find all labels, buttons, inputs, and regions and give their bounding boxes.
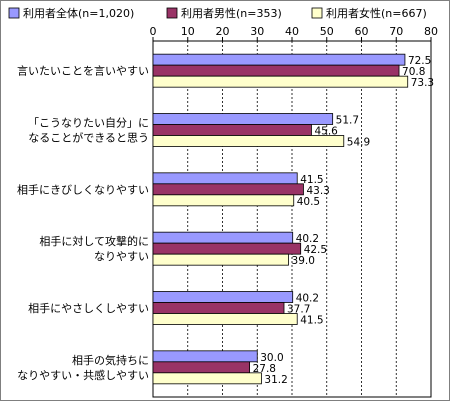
x-tick-label: 0: [150, 25, 157, 38]
legend-swatch-2: [311, 7, 323, 19]
data-label: 30.0: [260, 352, 283, 364]
data-label: 72.5: [408, 55, 431, 67]
legend-label-1: 利用者男性(n=353): [181, 6, 282, 20]
category-label: なりやすい: [94, 250, 149, 263]
data-label: 40.2: [296, 233, 319, 245]
bar-2-0: [152, 172, 298, 185]
category-label: 「こうなりたい自分」に: [28, 117, 149, 130]
x-tick-label: 10: [181, 25, 195, 38]
bar-2-2: [152, 194, 295, 207]
category-label: 相手にきびしくなりやすい: [17, 182, 149, 196]
category-label: なることができると思う: [28, 131, 149, 145]
x-tick-label: 70: [389, 25, 403, 38]
bar-4-0: [152, 291, 294, 303]
legend-label-0: 利用者全体(n=1,020): [23, 6, 134, 20]
data-label: 27.8: [253, 363, 276, 375]
bar-5-1: [152, 361, 251, 374]
bar-3-0: [152, 231, 294, 244]
data-label: 45.6: [314, 126, 338, 138]
bar-5-0: [152, 350, 258, 363]
category-label: なりやすい・共感しやすい: [17, 369, 149, 382]
bar-1-0: [152, 113, 334, 125]
bar-1-2: [152, 135, 345, 147]
data-label: 39.0: [292, 255, 315, 267]
legend-swatch-1: [166, 7, 178, 19]
bar-3-2: [152, 253, 289, 266]
bar-3-1: [152, 242, 302, 255]
data-label: 40.5: [297, 196, 320, 208]
legend-label-2: 利用者女性(n=667): [326, 6, 427, 20]
x-tick-label: 80: [424, 25, 438, 38]
data-label: 42.5: [304, 244, 327, 256]
x-tick-label: 30: [250, 25, 264, 38]
category-label: 相手の気持ちに: [72, 353, 149, 367]
x-tick-label: 20: [216, 25, 230, 38]
bar-0-2: [152, 75, 409, 88]
bar-1-1: [152, 124, 312, 136]
data-label: 51.7: [336, 115, 359, 127]
category-label: 相手に対して攻撃的に: [39, 234, 149, 248]
legend-swatch-0: [8, 7, 20, 19]
data-label: 73.3: [411, 77, 434, 89]
bar-4-1: [152, 302, 285, 314]
bar-4-2: [152, 313, 298, 325]
data-label: 40.2: [296, 293, 319, 305]
bar-0-0: [152, 53, 406, 66]
data-label: 37.7: [287, 304, 310, 316]
data-label: 31.2: [264, 374, 287, 386]
category-label: 言いたいことを言いやすい: [17, 65, 149, 78]
x-tick-label: 60: [355, 25, 369, 38]
bar-2-1: [152, 183, 304, 196]
data-label: 41.5: [300, 174, 323, 186]
data-label: 70.8: [402, 66, 425, 78]
data-label: 43.3: [306, 185, 329, 197]
x-tick-label: 50: [320, 25, 334, 38]
data-label: 41.5: [300, 315, 323, 327]
x-tick-label: 40: [285, 25, 299, 38]
category-label: 相手にやさしくしやすい: [28, 301, 149, 315]
data-label: 54.9: [347, 137, 370, 149]
bar-0-1: [152, 64, 400, 77]
bar-5-2: [152, 372, 262, 385]
